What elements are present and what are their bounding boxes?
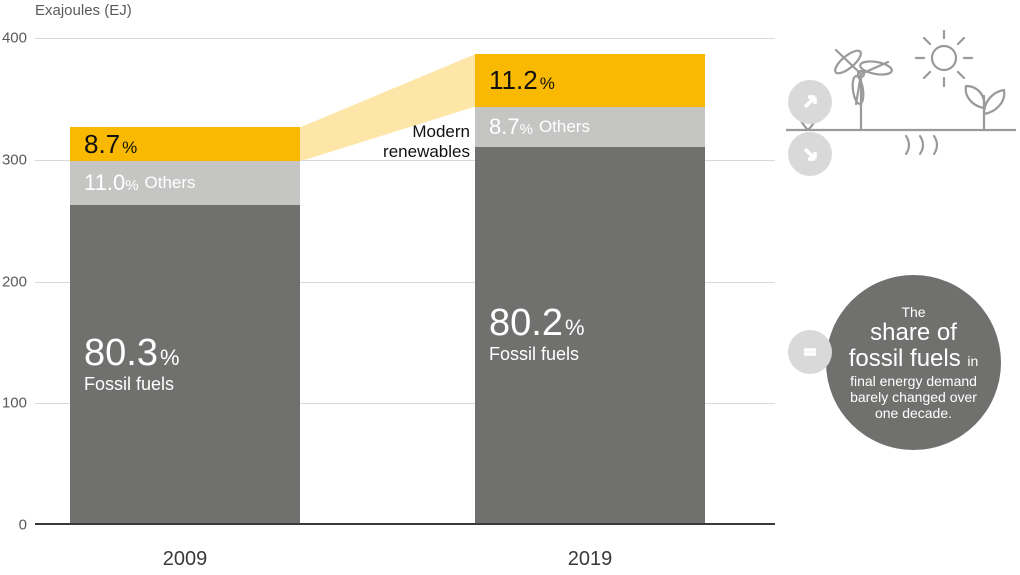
others-pct: 11.0% [84,170,139,196]
y-tick-label: 400 [2,30,27,47]
connector-label: Modern renewables [340,122,470,161]
x-axis-baseline [35,523,775,525]
bubble-line2: share of fossil fuels in [842,320,985,370]
up-indicator [788,80,832,124]
y-tick-label: 100 [2,395,27,412]
y-tick-label: 200 [2,273,27,290]
fossil-label: Fossil fuels [84,374,300,395]
segment-others: 11.0% Others [70,161,300,205]
others-label: Others [145,173,196,193]
equal-indicator [788,330,832,374]
down-indicator [788,132,832,176]
fossil-pct: 80.3% [84,334,300,372]
fossil-pct: 80.2% [489,304,705,342]
segment-renewables: 11.2% [475,54,705,106]
fossil-label: Fossil fuels [489,344,705,365]
y-tick-label: 0 [19,517,27,534]
bubble-line3: final energy demand barely changed over … [842,373,985,421]
segment-fossil: 80.2%Fossil fuels [475,147,705,523]
renewables-pct: 11.2% [489,67,555,93]
renewables-pct: 8.7% [84,131,137,157]
bubble-line1: The [901,304,925,320]
bar-2019: 80.2%Fossil fuels 8.7% Others 11.2% [475,54,705,523]
y-tick-label: 300 [2,151,27,168]
energy-share-chart: { "chart": { "type": "stacked-bar", "wid… [0,0,1020,575]
segment-fossil: 80.3%Fossil fuels [70,205,300,523]
others-label: Others [539,117,590,137]
others-pct: 8.7% [489,114,533,140]
y-axis-title: Exajoules (EJ) [35,2,132,19]
x-label-2019: 2019 [568,548,613,571]
segment-others: 8.7% Others [475,107,705,147]
bar-2009: 80.3%Fossil fuels 11.0% Others 8.7% [70,127,300,523]
plot-area: 80.3%Fossil fuels11.0%Others8.7%80.2%Fos… [35,38,775,525]
segment-renewables: 8.7% [70,127,300,161]
gridline [35,38,775,39]
x-label-2009: 2009 [163,548,208,571]
callout-bubble: The share of fossil fuels in final energ… [826,275,1001,450]
